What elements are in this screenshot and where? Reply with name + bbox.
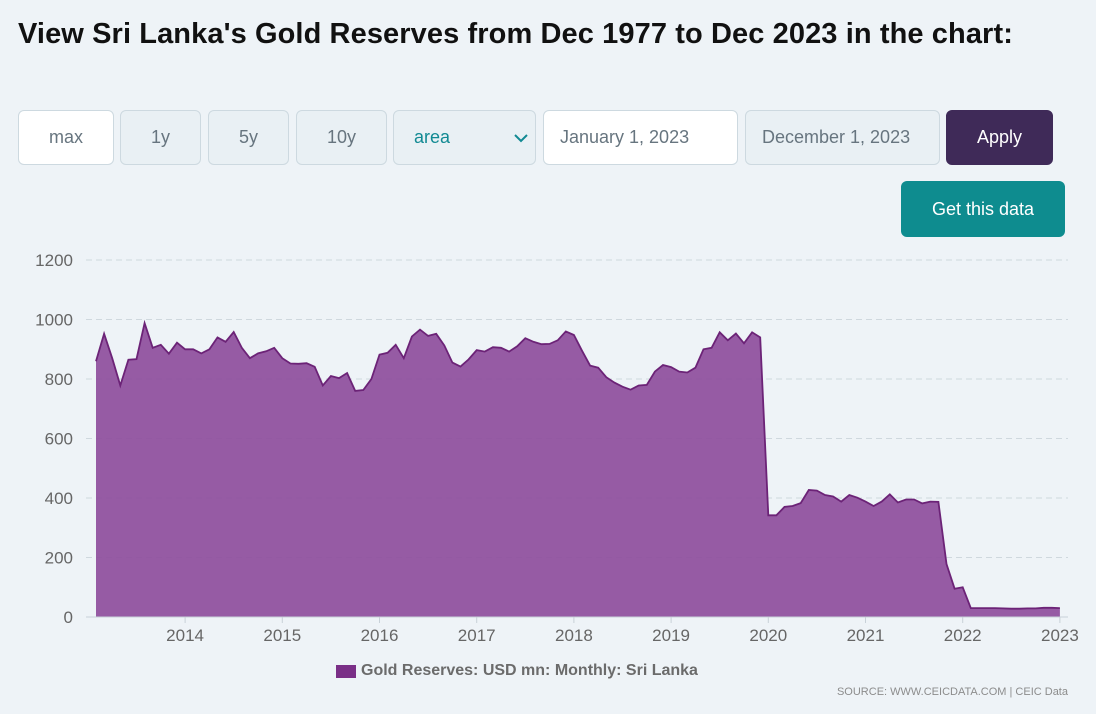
chart-type-value: area (414, 127, 451, 147)
y-tick-label: 1200 (35, 251, 73, 270)
series-area (96, 323, 1060, 617)
x-tick-label: 2015 (263, 626, 301, 645)
y-tick-label: 400 (45, 489, 73, 508)
x-tick-label: 2017 (458, 626, 496, 645)
range-5y-button[interactable]: 5y (208, 110, 289, 165)
chevron-down-icon (513, 133, 529, 143)
date-to-input[interactable]: December 1, 2023 (745, 110, 940, 165)
y-tick-label: 200 (45, 549, 73, 568)
x-tick-label: 2016 (361, 626, 399, 645)
source-credit: SOURCE: WWW.CEICDATA.COM | CEIC Data (836, 686, 1068, 698)
x-tick-label: 2023 (1041, 626, 1079, 645)
chart-legend[interactable]: Gold Reserves: USD mn: Monthly: Sri Lank… (336, 662, 698, 680)
x-tick-label: 2014 (166, 626, 204, 645)
range-1y-button[interactable]: 1y (120, 110, 201, 165)
gold-reserves-chart: 0 200 400 600 800 1000 1200 2014 2015 2016 2017 201… (35, 251, 1079, 645)
series-line (95, 319, 1060, 610)
x-tick-label: 2019 (652, 626, 690, 645)
apply-button[interactable]: Apply (946, 110, 1053, 165)
x-tick-label: 2020 (749, 626, 787, 645)
y-tick-label: 0 (64, 608, 73, 627)
legend-label: Gold Reserves: USD mn: Monthly: Sri Lank… (361, 662, 698, 679)
y-tick-label: 800 (45, 370, 73, 389)
page-title: View Sri Lanka's Gold Reserves from Dec … (18, 18, 1013, 50)
y-tick-label: 1000 (35, 311, 73, 330)
y-tick-label: 600 (45, 430, 73, 449)
chart-type-select[interactable]: area (393, 110, 536, 165)
x-tick-label: 2022 (944, 626, 982, 645)
get-data-button[interactable]: Get this data (901, 181, 1065, 237)
range-10y-button[interactable]: 10y (296, 110, 387, 165)
date-from-input[interactable]: January 1, 2023 (543, 110, 738, 165)
x-tick-label: 2021 (847, 626, 885, 645)
legend-swatch (336, 664, 356, 678)
range-max-button[interactable]: max (18, 110, 114, 165)
x-tick-label: 2018 (555, 626, 593, 645)
